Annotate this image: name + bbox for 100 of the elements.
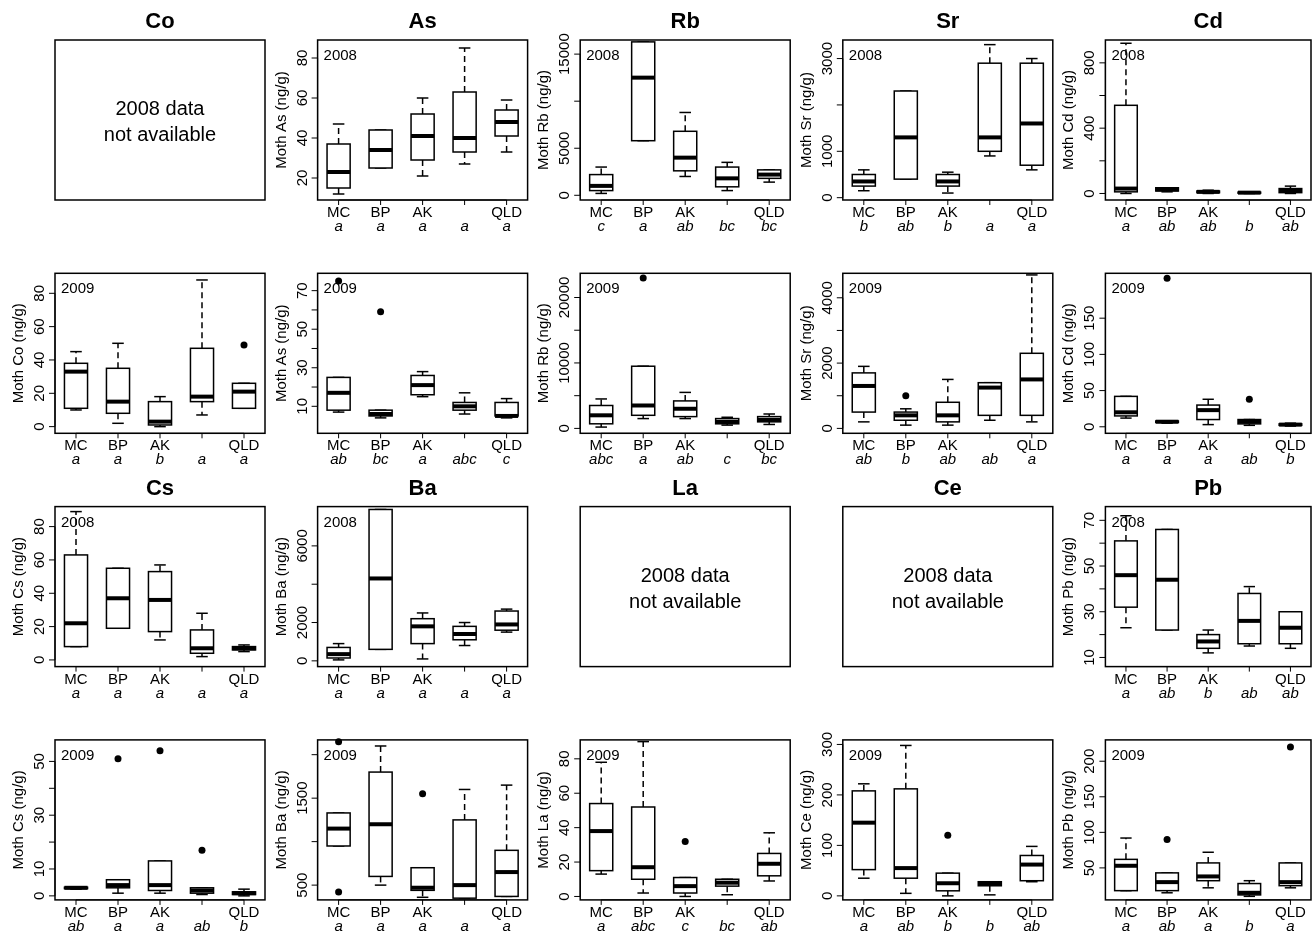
y-tick-label: 40 [555, 819, 573, 836]
text: a [197, 450, 207, 468]
y-tick-label: 30 [1080, 603, 1098, 621]
text: a [376, 217, 385, 234]
y-tick-label: 20 [292, 169, 310, 187]
y-axis-title: Moth Ce (ng/g) [796, 769, 814, 870]
y-tick-label: 6000 [292, 529, 310, 563]
y-tick-label: 50 [1080, 557, 1098, 575]
x-tick-label: BP [633, 203, 654, 220]
y-axis-title: Moth Cs (ng/g) [9, 537, 26, 637]
text: La [672, 474, 699, 500]
x-tick-label: MC [1114, 203, 1138, 220]
x-tick-label: AK [937, 203, 958, 220]
y-tick-label: 300 [817, 731, 835, 757]
annotation: 2009 [61, 279, 95, 297]
y-tick-label: 10 [1080, 649, 1098, 666]
x-tick-label: BP [370, 203, 391, 220]
chart-title: Cs [145, 474, 175, 500]
y-tick-label: 80 [555, 750, 573, 768]
chart-title: Ba [408, 474, 438, 500]
text: a [1027, 217, 1036, 234]
text: ab [981, 450, 999, 468]
text: Ce [933, 474, 962, 500]
text: b [859, 217, 868, 234]
y-axis-title: Moth Cs (ng/g) [9, 770, 26, 870]
y-tick-label: 0 [1080, 422, 1098, 431]
y-tick-label: 1000 [817, 134, 835, 168]
y-axis-title: Moth Ba (ng/g) [271, 770, 289, 870]
y-tick-label: 80 [292, 49, 310, 67]
y-axis-title: Moth Pb (ng/g) [1059, 536, 1077, 637]
x-tick-label: AK [1198, 203, 1219, 220]
y-tick-label: 0 [817, 193, 835, 202]
text: a [460, 217, 469, 234]
y-tick-label: 40 [30, 351, 47, 369]
text: ab [897, 217, 915, 234]
annotation: 2008 [61, 512, 95, 530]
y-tick-label: 20 [555, 853, 573, 871]
x-tick-label: QLD [1016, 203, 1048, 220]
x-tick-label: QLD [1275, 203, 1307, 220]
y-axis-title: Moth Rb (ng/g) [534, 303, 552, 404]
y-tick-label: 100 [1080, 341, 1098, 367]
text: a [985, 217, 994, 234]
text: ab [676, 217, 694, 234]
chart-title: Sr [936, 8, 960, 33]
y-tick-label: 60 [292, 89, 310, 107]
annotation: 2009 [323, 279, 357, 297]
y-axis-title: Moth Pb (ng/g) [1059, 770, 1077, 870]
y-tick-label: 2000 [817, 346, 835, 380]
annotation: 2008 [323, 512, 357, 530]
x-tick-label: QLD [753, 203, 785, 220]
chart-title: As [408, 8, 437, 33]
annotation: 2008 [1111, 46, 1145, 63]
text: 2008 data not available [891, 563, 1004, 612]
text: a [502, 217, 511, 234]
chart-title: Rb [670, 8, 700, 33]
y-tick-label: 100 [817, 832, 835, 858]
annotation: 2009 [1111, 279, 1145, 297]
y-axis-title: Moth Sr (ng/g) [796, 72, 814, 168]
text: c [597, 217, 606, 234]
y-tick-label: 150 [1080, 784, 1098, 810]
y-tick-label: 4000 [817, 281, 835, 315]
y-tick-label: 15000 [555, 33, 573, 75]
text: Co [145, 8, 175, 33]
y-tick-label: 0 [30, 655, 47, 665]
annotation: 2008 [586, 46, 620, 63]
y-tick-label: 30 [292, 359, 310, 377]
y-axis-title: Moth As (ng/g) [271, 304, 289, 403]
x-tick-label: MC [852, 203, 876, 220]
text: a [418, 217, 427, 234]
y-tick-label: 3000 [817, 41, 835, 76]
text: a [1121, 217, 1131, 234]
y-tick-label: 0 [817, 891, 835, 901]
y-tick-label: 200 [817, 782, 835, 808]
y-tick-label: 60 [30, 551, 47, 569]
y-tick-label: 40 [292, 129, 310, 147]
annotation: 2009 [848, 745, 883, 763]
y-tick-label: 60 [30, 318, 47, 335]
x-tick-label: QLD [753, 436, 785, 454]
y-tick-label: 50 [30, 753, 47, 770]
y-tick-label: 200 [1080, 748, 1098, 774]
annotation: 2009 [1111, 745, 1145, 763]
y-axis-title: Moth Sr (ng/g) [796, 305, 814, 402]
annotation: 2008 [323, 46, 357, 63]
annotation: 2009 [586, 745, 620, 763]
text: bc [719, 916, 736, 933]
y-tick-label: 50 [292, 320, 310, 338]
annotation: 2008 [1111, 512, 1145, 530]
y-tick-label: 150 [1080, 305, 1098, 331]
y-tick-label: 5000 [555, 131, 573, 165]
y-tick-label: 0 [1080, 189, 1098, 198]
text: c [723, 450, 732, 468]
y-tick-label: 20 [30, 618, 47, 635]
y-tick-label: 500 [292, 872, 310, 898]
y-tick-label: 60 [555, 784, 573, 802]
y-tick-label: 70 [292, 282, 310, 299]
text: ab [1240, 683, 1258, 701]
text: ab [1240, 450, 1258, 468]
y-tick-label: 10000 [555, 342, 573, 384]
text: b [943, 217, 952, 234]
annotation: 2009 [848, 279, 883, 297]
